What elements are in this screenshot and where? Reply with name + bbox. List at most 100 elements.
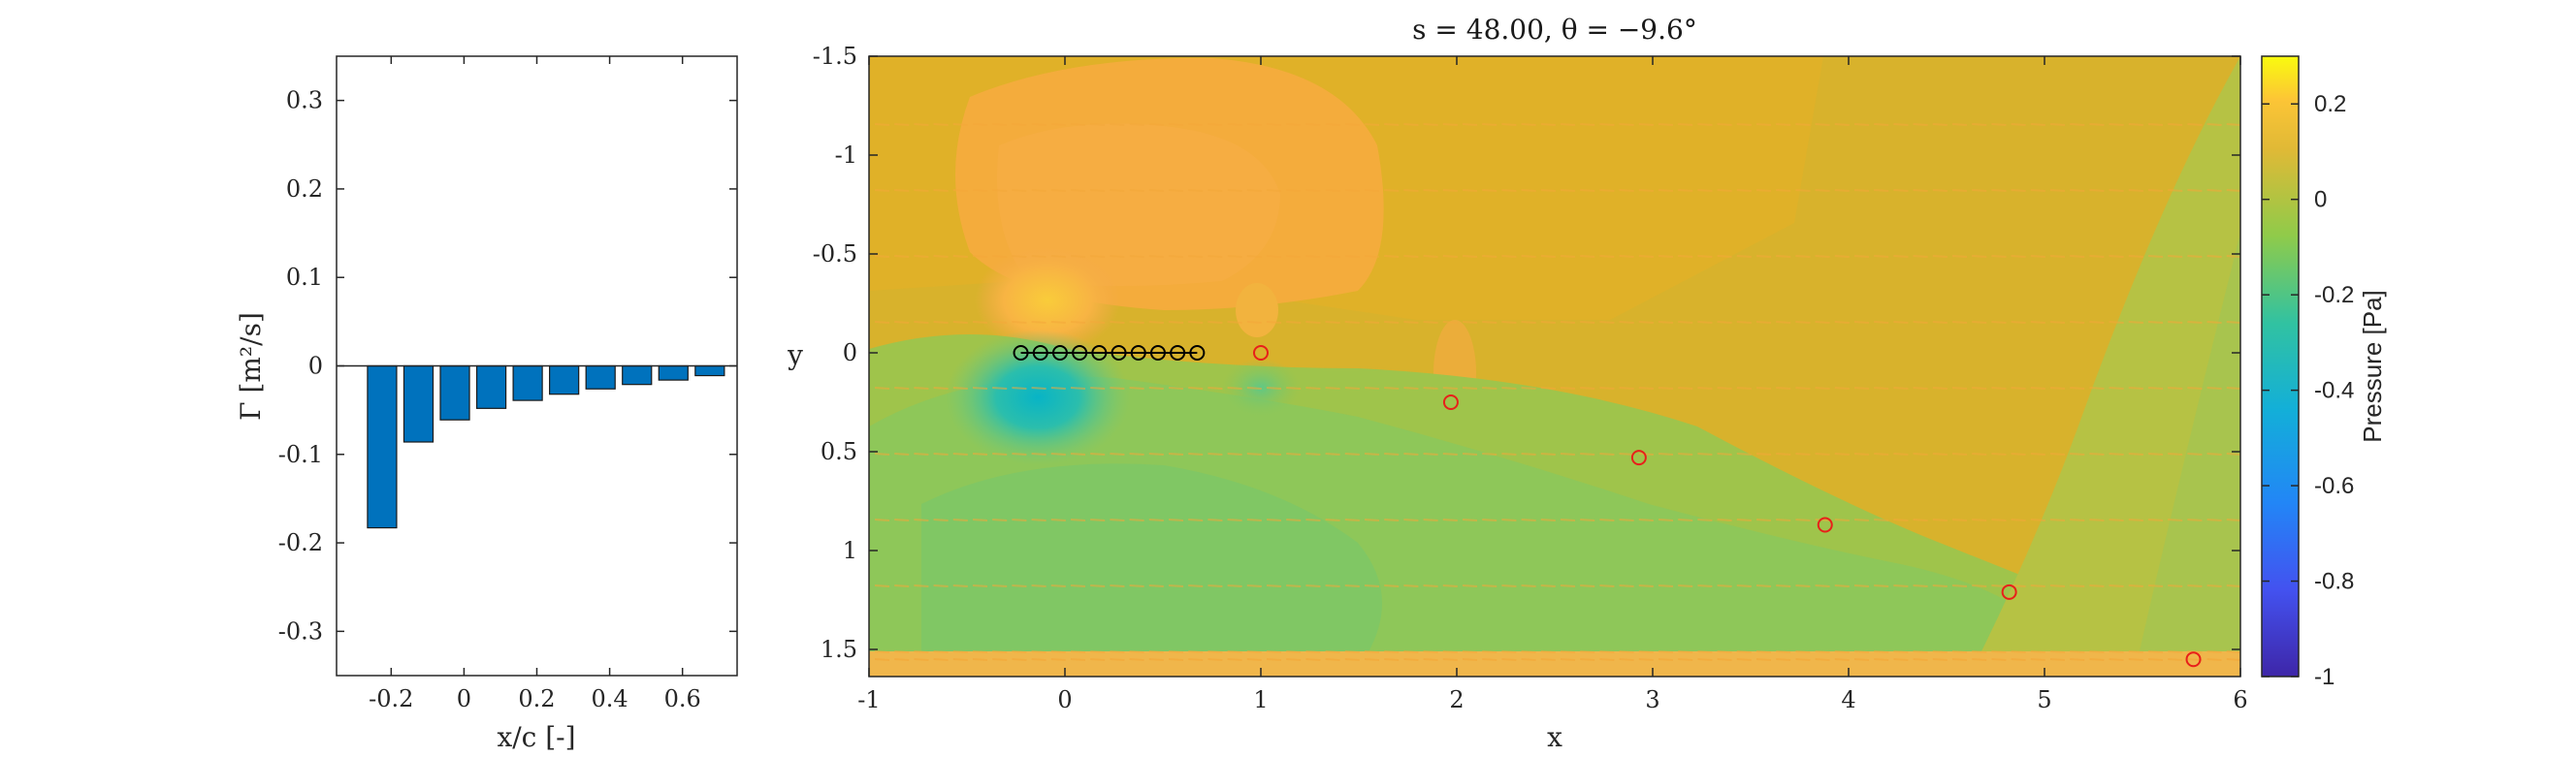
quiver-arrow (1951, 387, 1968, 390)
quiver-arrow (2089, 255, 2105, 258)
quiver-arrow (1776, 650, 1791, 653)
y-tick-label: -0.2 (278, 529, 323, 556)
quiver-arrow (1991, 584, 2007, 587)
quiver-arrow (1208, 387, 1223, 390)
quiver-arrow (1227, 255, 1242, 258)
quiver-arrow (1755, 189, 1772, 192)
quiver-arrow (1364, 123, 1380, 126)
wake-vortex-marker (2001, 584, 2017, 600)
colorbar-ticks: 0.2 0 -0.2 -0.4 -0.6 -0.8 -1 (2262, 91, 2354, 690)
quiver-arrow (1208, 321, 1223, 324)
quiver-arrow (1110, 453, 1125, 456)
quiver-arrow (1344, 658, 1360, 661)
quiver-arrow (914, 123, 929, 126)
bar (367, 364, 398, 529)
quiver-arrow (1501, 584, 1517, 587)
quiver-arrow (1050, 189, 1066, 192)
quiver-arrow (2070, 255, 2085, 258)
quiver-arrow (2226, 387, 2240, 390)
quiver-arrow (1031, 584, 1046, 587)
x-tick-label: 5 (2037, 686, 2051, 713)
quiver-arrow (1482, 658, 1497, 661)
quiver-arrow (1266, 123, 1282, 126)
quiver-arrow (1227, 658, 1242, 661)
quiver-arrow (1717, 453, 1732, 456)
quiver-arrow (1815, 387, 1830, 390)
quiver-arrow (2128, 584, 2143, 587)
quiver-arrow (1110, 189, 1125, 192)
quiver-arrow (1286, 321, 1302, 324)
quiver-arrow (914, 189, 929, 192)
quiver-arrow (1678, 189, 1693, 192)
quiver-arrow (1305, 255, 1321, 258)
quiver-arrow (1110, 123, 1125, 126)
quiver-arrow (1932, 658, 1948, 661)
quiver-arrow (1599, 255, 1615, 258)
quiver-arrow (1286, 255, 1302, 258)
quiver-arrow (1638, 123, 1654, 126)
quiver-arrow (2206, 189, 2222, 192)
quiver-arrow (1913, 255, 1928, 258)
quiver-arrow (1619, 123, 1634, 126)
quiver-arrow (1168, 255, 1184, 258)
quiver-arrow (1717, 189, 1732, 192)
quiver-arrow (1678, 255, 1693, 258)
quiver-arrow (1717, 650, 1732, 653)
quiver-arrow (1815, 650, 1830, 653)
quiver-arrow (2109, 123, 2124, 126)
quiver-arrow (2089, 658, 2105, 661)
quiver-arrow (1697, 321, 1713, 324)
quiver-arrow (1246, 453, 1262, 456)
quiver-arrow (1050, 387, 1066, 390)
quiver-arrow (2187, 584, 2203, 587)
quiver-arrow (1442, 584, 1458, 587)
quiver-arrow (1403, 453, 1419, 456)
quiver-arrow (1834, 321, 1850, 324)
quiver-arrow (972, 658, 988, 661)
quiver-arrow (1462, 658, 1478, 661)
quiver-arrow (1012, 189, 1027, 192)
quiver-arrow (1599, 650, 1615, 653)
quiver-arrow (933, 658, 949, 661)
quiver-arrow (1972, 650, 1987, 653)
quiver-arrow (1482, 453, 1497, 456)
quiver-arrow (1148, 650, 1164, 653)
quiver-arrow (1619, 255, 1634, 258)
x-tick-label: 3 (1645, 686, 1659, 713)
quiver-arrow (1599, 387, 1615, 390)
quiver-arrow (1168, 321, 1184, 324)
quiver-arrow (1678, 584, 1693, 587)
quiver-arrow (1736, 453, 1752, 456)
quiver-arrow (1384, 453, 1400, 456)
x-tick-label: 0 (457, 685, 471, 712)
quiver-arrow (1658, 584, 1674, 587)
quiver-arrow (1403, 255, 1419, 258)
quiver-arrow (1344, 650, 1360, 653)
quiver-arrow (1286, 453, 1302, 456)
bar (585, 364, 616, 390)
quiver-arrow (874, 453, 890, 456)
quiver-arrow (1344, 255, 1360, 258)
quiver-arrow (894, 321, 910, 324)
wake-vortex-markers (1253, 345, 2202, 668)
quiver-arrow (1580, 387, 1595, 390)
quiver-arrow (1148, 658, 1164, 661)
quiver-arrow (992, 387, 1008, 390)
quiver-arrow (914, 584, 929, 587)
quiver-arrow (1403, 584, 1419, 587)
quiver-arrow (2147, 255, 2164, 258)
bound-vortex-marker (1170, 345, 1186, 361)
quiver-arrow (1501, 123, 1517, 126)
quiver-arrow (1932, 255, 1948, 258)
quiver-arrow (1638, 189, 1654, 192)
quiver-arrow (2168, 584, 2183, 587)
x-tick-label: 2 (1449, 686, 1464, 713)
quiver-arrow (1815, 584, 1830, 587)
quiver-arrow (1129, 189, 1144, 192)
quiver-arrow (1893, 584, 1909, 587)
quiver-arrow (2089, 189, 2105, 192)
quiver-arrow (1305, 189, 1321, 192)
quiver-arrow (1070, 584, 1086, 587)
quiver-arrow (894, 453, 910, 456)
quiver-arrow (1755, 650, 1772, 653)
